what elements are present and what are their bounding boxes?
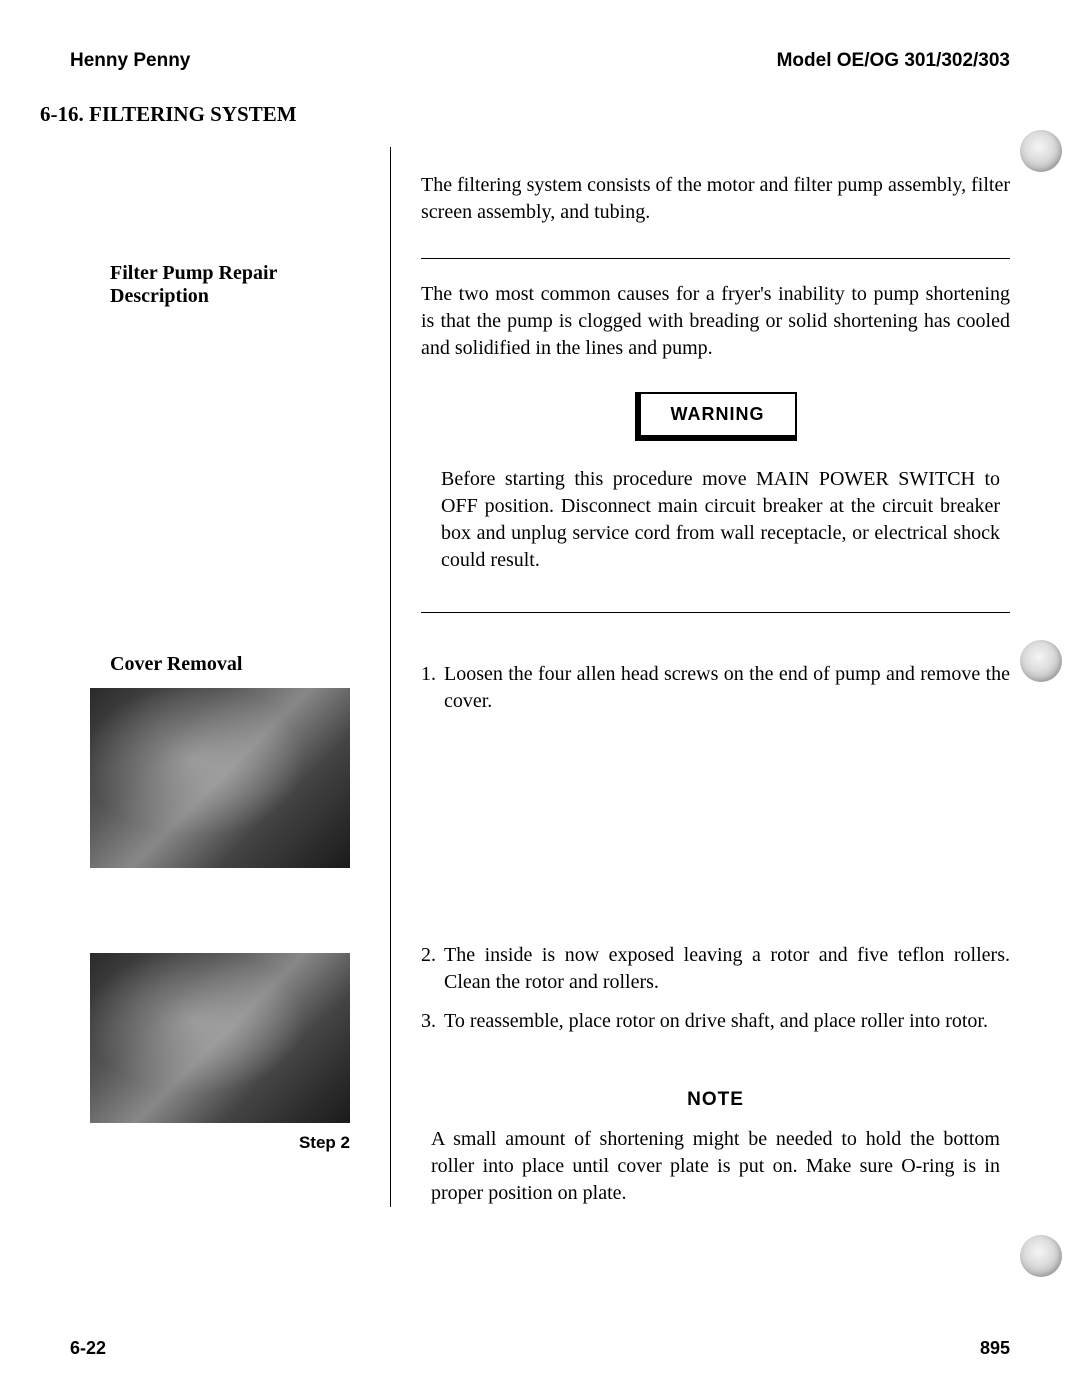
- page-number-left: 6-22: [70, 1338, 106, 1359]
- filter-pump-body: The two most common causes for a fryer's…: [421, 281, 1010, 362]
- step-2-text: The inside is now exposed leaving a roto…: [444, 942, 1010, 996]
- hole-punch-icon: [1020, 640, 1062, 682]
- step-3: 3. To reassemble, place rotor on drive s…: [421, 1008, 1010, 1035]
- warning-body: Before starting this procedure move MAIN…: [421, 466, 1010, 574]
- hole-punch-icon: [1020, 130, 1062, 172]
- figure-step2-label: Step 2: [90, 1133, 350, 1153]
- figure-cover-removal: [90, 688, 350, 868]
- step-2-number: 2.: [421, 942, 436, 996]
- right-column: The filtering system consists of the mot…: [390, 147, 1010, 1207]
- model-number: Model OE/OG 301/302/303: [777, 50, 1010, 72]
- page-number-right: 895: [980, 1338, 1010, 1359]
- step-2: 2. The inside is now exposed leaving a r…: [421, 942, 1010, 996]
- section-heading: 6-16. FILTERING SYSTEM: [40, 102, 1010, 127]
- note-heading: NOTE: [421, 1089, 1010, 1111]
- page-header: Henny Penny Model OE/OG 301/302/303: [70, 50, 1010, 72]
- hole-punch-icon: [1020, 1235, 1062, 1277]
- subsection-filter-pump-title: Filter Pump Repair Description: [70, 262, 370, 308]
- left-column: Filter Pump Repair Description Cover Rem…: [70, 147, 390, 1207]
- warning-label: WARNING: [635, 392, 797, 441]
- step-3-number: 3.: [421, 1008, 436, 1035]
- note-body: A small amount of shortening might be ne…: [421, 1126, 1010, 1207]
- main-content: Filter Pump Repair Description Cover Rem…: [70, 147, 1010, 1207]
- page-footer: 6-22 895: [70, 1338, 1010, 1359]
- step-1: 1. Loosen the four allen head screws on …: [421, 661, 1010, 715]
- figure-step2: [90, 953, 350, 1123]
- step-3-text: To reassemble, place rotor on drive shaf…: [444, 1008, 988, 1035]
- intro-text: The filtering system consists of the mot…: [421, 172, 1010, 226]
- step-1-text: Loosen the four allen head screws on the…: [444, 661, 1010, 715]
- brand-name: Henny Penny: [70, 50, 190, 72]
- subsection-cover-removal-title: Cover Removal: [70, 653, 370, 676]
- warning-container: WARNING: [421, 392, 1010, 441]
- step-1-number: 1.: [421, 661, 436, 715]
